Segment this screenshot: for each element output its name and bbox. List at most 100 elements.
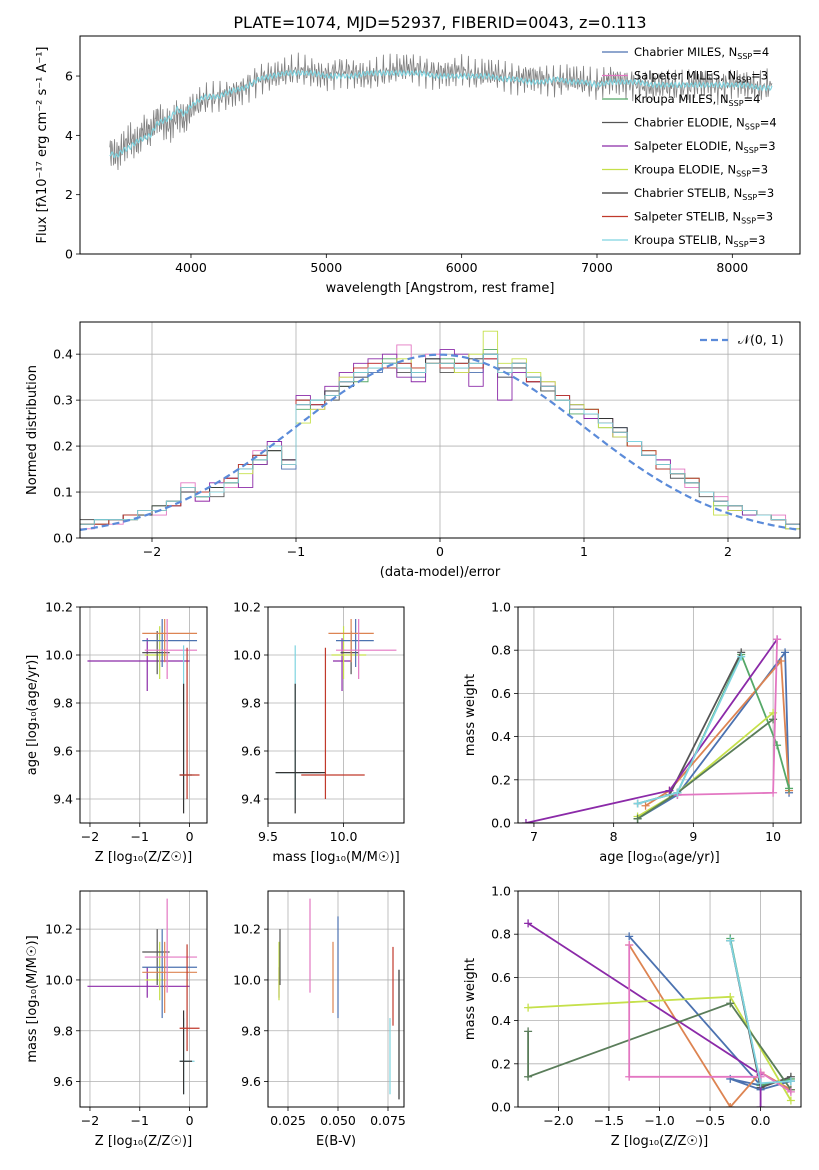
y-tick-label: 0.0 [53, 531, 73, 546]
x-tick-label: 5000 [310, 260, 342, 275]
x-axis-label: Z [log₁₀(Z/Z☉)] [611, 1134, 708, 1149]
y-tick-label: 4 [65, 128, 73, 143]
spectrum-series-data [109, 52, 773, 171]
x-tick-label: −1 [131, 1113, 149, 1128]
legend-suffix: =4 [760, 116, 777, 130]
x-tick-label: 0 [436, 544, 444, 559]
x-tick-label: 0.0 [751, 1113, 771, 1128]
y-tick-label: 0.4 [53, 347, 73, 362]
y-tick-label: 9.8 [53, 696, 73, 711]
legend-entry: Salpeter STELIB, NSSP=3 [634, 210, 773, 226]
x-axis-label: Z [log₁₀(Z/Z☉)] [95, 850, 192, 865]
x-axis-label: Z [log₁₀(Z/Z☉)] [95, 1134, 192, 1149]
axes-frame [267, 606, 405, 824]
weight-line-Salpeter STELIB [677, 639, 778, 796]
weight-marker [737, 652, 746, 661]
gaussian-curve [80, 353, 800, 531]
weight-marker [524, 1072, 533, 1081]
panel-age-vs-mass: 9.5 10.0 9.4 9.6 9.8 10.0 10.2 mass [log₁₀(M/M☉… [233, 600, 405, 865]
plot-area [87, 898, 200, 1095]
weight-marker [625, 941, 634, 949]
legend-entry: Salpeter ELODIE, NSSP=3 [634, 139, 776, 155]
x-tick-label: 0 [186, 1113, 194, 1128]
x-axis-label: wavelength [Angstrom, rest frame] [326, 281, 555, 296]
legend-suffix: =3 [756, 210, 773, 224]
x-tick-label: 1 [580, 544, 588, 559]
axes-frame [517, 890, 802, 1108]
x-tick-label: 4000 [175, 260, 207, 275]
x-tick-label: 0.025 [270, 1113, 306, 1128]
weight-line-Salpeter ELODIE [525, 638, 778, 823]
panel-spectrum: 4000 5000 6000 7000 8000 0 2 4 6 wavelength [Angs… [35, 35, 801, 296]
legend-suffix: =3 [749, 233, 766, 247]
weight-marker [726, 999, 735, 1008]
legend-subscript: SSP [736, 76, 751, 85]
panel-weight-vs-Z: −2.0 −1.5 −1.0 −0.5 0.0 0.0 0.2 0.4 0.6 0.8 1.0 Z [… [463, 884, 802, 1149]
y-tick-label: 6 [65, 69, 73, 84]
weight-marker [726, 1103, 735, 1107]
legend-entry: Chabrier ELODIE, NSSP=4 [634, 116, 777, 132]
y-tick-label: 9.8 [241, 696, 261, 711]
y-tick-label: 1.0 [491, 600, 511, 615]
weight-marker [521, 819, 530, 823]
plot-area [524, 919, 795, 1107]
legend-label: Salpeter ELODIE, N [634, 139, 744, 153]
legend-label: Kroupa STELIB, N [634, 233, 734, 247]
legend-entry: Kroupa STELIB, NSSP=3 [634, 233, 765, 249]
plot-area [521, 635, 794, 823]
y-tick-label: 9.8 [53, 1023, 73, 1038]
x-tick-label: 0.050 [320, 1113, 356, 1128]
legend-suffix: =3 [759, 139, 776, 153]
y-axis-label: mass [log₁₀(M/M☉)] [25, 935, 40, 1062]
x-tick-label: 7 [530, 829, 538, 844]
weight-marker [641, 801, 650, 810]
weight-marker [785, 784, 794, 793]
y-tick-label: 9.4 [241, 792, 261, 807]
legend-entry: Chabrier STELIB, NSSP=3 [634, 186, 774, 202]
weight-marker [625, 1072, 634, 1081]
weight-marker [786, 1096, 795, 1105]
y-tick-label: 9.6 [53, 744, 73, 759]
weight-marker [524, 1027, 533, 1036]
y-tick-label: 0.3 [53, 393, 73, 408]
weight-marker [633, 814, 642, 823]
y-tick-label: 10.2 [233, 600, 261, 615]
weight-line-Salpeter MILES [645, 658, 790, 807]
y-tick-label: 0.0 [491, 1100, 511, 1115]
x-tick-label: −2 [81, 829, 99, 844]
weight-marker [777, 657, 786, 665]
weight-marker [726, 936, 735, 945]
panel-age-vs-Z: −2 −1 0 9.4 9.6 9.8 10.0 10.2 Z [log₁₀(Z/Z☉)] age… [25, 600, 208, 865]
x-tick-label: −2 [81, 1113, 99, 1128]
x-axis-label: E(B-V) [316, 1134, 356, 1149]
plot-area [275, 619, 397, 814]
axes-frame [79, 321, 801, 539]
x-tick-label: 0 [186, 829, 194, 844]
legend-subscript: SSP [729, 99, 744, 108]
spectrum-series-model [109, 69, 773, 158]
weight-line-Salpeter ELODIE [527, 922, 762, 1107]
plot-area [109, 52, 773, 171]
y-axis-label: age [log₁₀(age/yr)] [25, 655, 40, 776]
weight-marker [756, 1103, 765, 1107]
legend-subscript: SSP [736, 170, 751, 179]
figure-title: PLATE=1074, MJD=52937, FIBERID=0043, z=0… [233, 13, 646, 32]
panel-mass-vs-Z: −2 −1 0 9.6 9.8 10.0 10.2 Z [log₁₀(Z/Z☉)] mass [… [25, 890, 208, 1149]
x-axis-label: age [log₁₀(age/yr)] [599, 850, 720, 865]
y-tick-label: 2 [65, 187, 73, 202]
x-tick-label: −2 [143, 544, 161, 559]
plot-area [278, 898, 400, 1100]
legend-label: 𝒩(0, 1) [738, 332, 784, 347]
x-tick-label: 8000 [716, 260, 748, 275]
y-axis-label: Normed distribution [25, 365, 40, 495]
plot-area [87, 619, 200, 814]
legend-entry: Chabrier MILES, NSSP=4 [634, 45, 769, 61]
x-tick-label: 10.0 [330, 829, 358, 844]
x-tick-label: −1.0 [644, 1113, 674, 1128]
legend-suffix: =3 [757, 186, 774, 200]
axes-frame [79, 890, 208, 1108]
y-tick-label: 0.1 [53, 485, 73, 500]
x-axis-label: (data-model)/error [380, 565, 501, 580]
x-tick-label: −0.5 [695, 1113, 725, 1128]
